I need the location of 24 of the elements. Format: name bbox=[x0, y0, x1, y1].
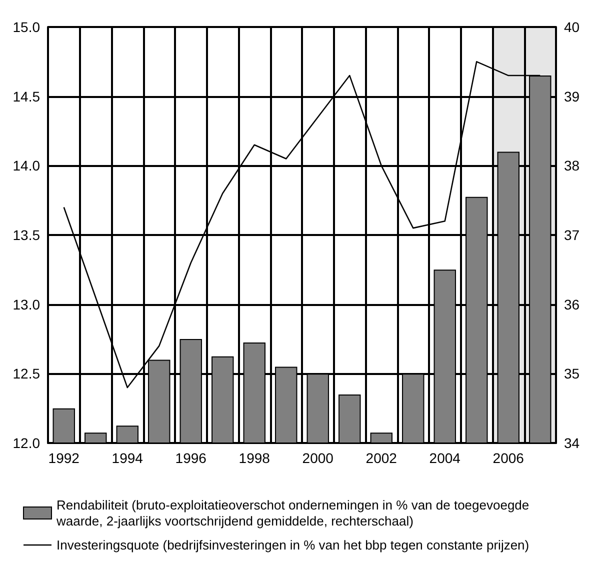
y-tick-label: 12.0 bbox=[12, 435, 40, 451]
y2-tick-label: 35 bbox=[564, 366, 580, 382]
x-tick-label: 2000 bbox=[302, 450, 334, 466]
y2-tick-label: 36 bbox=[564, 296, 580, 312]
x-tick-label: 2004 bbox=[429, 450, 461, 466]
y2-tick-label: 38 bbox=[564, 158, 580, 174]
y2-tick-label: 39 bbox=[564, 88, 580, 104]
x-tick-label: 1998 bbox=[238, 450, 270, 466]
y-tick-label: 13.0 bbox=[12, 296, 40, 312]
x-tick-label: 1994 bbox=[112, 450, 144, 466]
x-tick-label: 2002 bbox=[366, 450, 398, 466]
y2-tick-label: 37 bbox=[564, 227, 580, 243]
y-tick-label: 13.5 bbox=[12, 227, 40, 243]
y-tick-label: 14.0 bbox=[12, 158, 40, 174]
x-tick-label: 1992 bbox=[48, 450, 80, 466]
y-tick-label: 12.5 bbox=[12, 366, 40, 382]
y2-tick-label: 40 bbox=[564, 19, 580, 35]
y2-tick-label: 34 bbox=[564, 435, 580, 451]
x-tick-label: 2006 bbox=[492, 450, 524, 466]
y-tick-label: 15.0 bbox=[12, 19, 40, 35]
legend-label: Rendabiliteit (bruto-exploitatieoverschot ondernemingen in % van de toegevoegde waarde, 2-jaarlijks voortschrijdend gemiddelde, rechterschaal) bbox=[56, 498, 533, 528]
x-tick-label: 1996 bbox=[175, 450, 207, 466]
legend-label: Investeringsquote (bedrijfsinvesteringen in % van het bbp tegen constante prijzen) bbox=[56, 538, 530, 552]
y-tick-label: 14.5 bbox=[12, 88, 40, 104]
